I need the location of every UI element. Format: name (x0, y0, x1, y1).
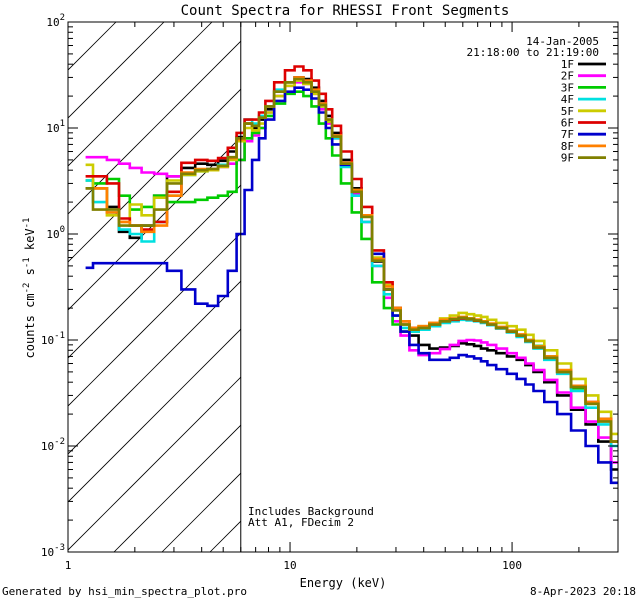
legend-label-9F: 9F (561, 152, 574, 165)
y-tick-label: 10-3 (41, 543, 65, 559)
y-tick-label: 10-1 (41, 331, 65, 347)
hatch-line (68, 136, 241, 311)
y-label-exp: -1 (22, 218, 32, 229)
hatched-region (68, 22, 241, 552)
x-tick-label: 10 (283, 559, 296, 572)
series-group (85, 65, 618, 485)
generated-by-text: Generated by hsi_min_spectra_plot.pro (2, 585, 247, 598)
plot-area (68, 22, 618, 552)
legend-label-3F: 3F (561, 81, 574, 94)
legend-label-2F: 2F (561, 70, 574, 83)
legend-label-4F: 4F (561, 93, 574, 106)
hatch-line (68, 232, 241, 407)
annotation-attenuator: Att A1, FDecim 2 (248, 516, 354, 529)
y-label-exp: -1 (22, 257, 32, 268)
y-axis-ticks: 10-3 10-2 10-1 100 101 102 (41, 13, 618, 559)
hatch-line (68, 184, 241, 359)
x-tick-label: 1 (65, 559, 72, 572)
plot-frame (67, 21, 619, 553)
y-tick-label: 10-2 (41, 437, 65, 453)
y-label-part: keV (23, 228, 37, 257)
hatch-line (68, 22, 165, 119)
legend-label-6F: 6F (561, 117, 574, 130)
legend-label-1F: 1F (561, 58, 574, 71)
y-tick-label: 100 (46, 225, 65, 241)
series-line-9F (85, 77, 618, 443)
y-tick-label: 102 (46, 13, 65, 29)
footer-timestamp: 8-Apr-2023 20:18 (530, 585, 636, 598)
y-tick-label: 101 (46, 119, 65, 135)
x-axis-label: Energy (keV) (300, 576, 387, 590)
legend-label-7F: 7F (561, 128, 574, 141)
hatch-line (68, 88, 241, 263)
hatch-line (68, 22, 213, 167)
hatch-line (68, 376, 241, 551)
legend-label-5F: 5F (561, 105, 574, 118)
y-axis-label: counts cm-2 s-1 keV-1 (22, 218, 37, 359)
legend-label-8F: 8F (561, 140, 574, 153)
hatch-line (68, 40, 241, 215)
hatch-line (68, 280, 241, 455)
hatch-line (68, 328, 241, 503)
x-tick-label: 100 (502, 559, 522, 572)
hatch-line (113, 424, 241, 552)
chart-title: Count Spectra for RHESSI Front Segments (181, 3, 510, 19)
observation-date: 14-Jan-2005 (526, 35, 599, 48)
x-axis-ticks: 1 10 100 (65, 22, 619, 572)
y-label-exp: -2 (22, 283, 32, 294)
observation-time-range: 21:18:00 to 21:19:00 (467, 46, 599, 59)
y-label-part: counts cm (23, 293, 37, 358)
y-label-part: s (23, 268, 37, 282)
annotation-background: Includes Background (248, 505, 374, 518)
hatch-line (68, 22, 69, 23)
